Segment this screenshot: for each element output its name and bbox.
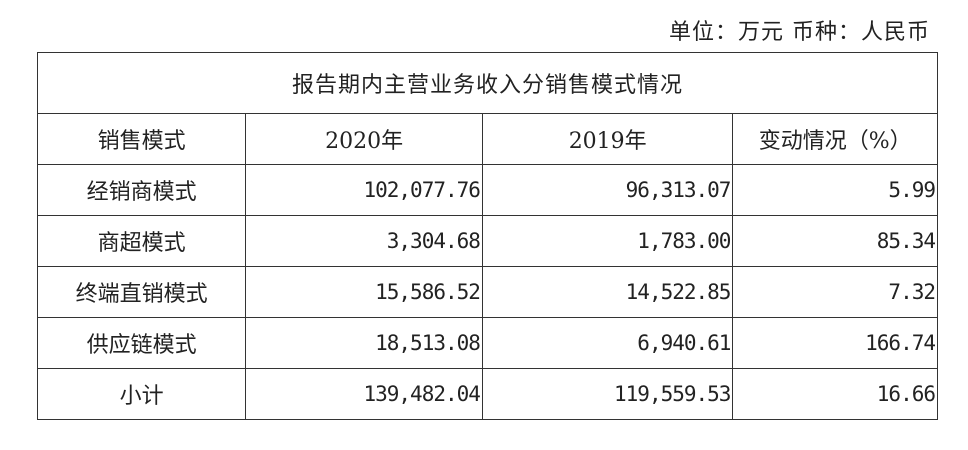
- value-cell: 6,940.61: [481, 317, 734, 369]
- row-label: 供应链模式: [36, 317, 247, 369]
- value-cell: 15,586.52: [245, 266, 483, 318]
- value-cell: 119,559.53: [481, 368, 734, 420]
- header-cell: 2019年: [481, 113, 734, 165]
- header-cell: 2020年: [245, 113, 483, 165]
- header-cell: 销售模式: [36, 113, 247, 165]
- table-row: 终端直销模式 15,586.52 14,522.85 7.32: [36, 266, 938, 318]
- table-title: 报告期内主营业务收入分销售模式情况: [37, 52, 938, 114]
- table-row: 小计 139,482.04 119,559.53 16.66: [36, 368, 938, 420]
- value-cell: 166.74: [732, 317, 938, 369]
- row-label: 商超模式: [36, 215, 247, 267]
- value-cell: 16.66: [732, 368, 938, 420]
- table-row: 经销商模式 102,077.76 96,313.07 5.99: [36, 164, 938, 216]
- table-row: 商超模式 3,304.68 1,783.00 85.34: [36, 215, 938, 267]
- value-cell: 3,304.68: [245, 215, 483, 267]
- sales-mode-table: 报告期内主营业务收入分销售模式情况 销售模式 2020年 2019年 变动情况（…: [36, 52, 938, 420]
- value-cell: 96,313.07: [481, 164, 734, 216]
- value-cell: 18,513.08: [245, 317, 483, 369]
- row-label: 终端直销模式: [36, 266, 247, 318]
- value-cell: 85.34: [732, 215, 938, 267]
- row-label: 经销商模式: [36, 164, 247, 216]
- value-cell: 5.99: [732, 164, 938, 216]
- value-cell: 102,077.76: [245, 164, 483, 216]
- value-cell: 7.32: [732, 266, 938, 318]
- unit-note: 单位：万元 币种：人民币: [669, 20, 930, 45]
- row-label: 小计: [36, 368, 247, 420]
- header-row: 销售模式 2020年 2019年 变动情况（%）: [36, 113, 938, 165]
- value-cell: 139,482.04: [245, 368, 483, 420]
- value-cell: 1,783.00: [481, 215, 734, 267]
- table-row: 供应链模式 18,513.08 6,940.61 166.74: [36, 317, 938, 369]
- value-cell: 14,522.85: [481, 266, 734, 318]
- header-cell: 变动情况（%）: [732, 113, 938, 165]
